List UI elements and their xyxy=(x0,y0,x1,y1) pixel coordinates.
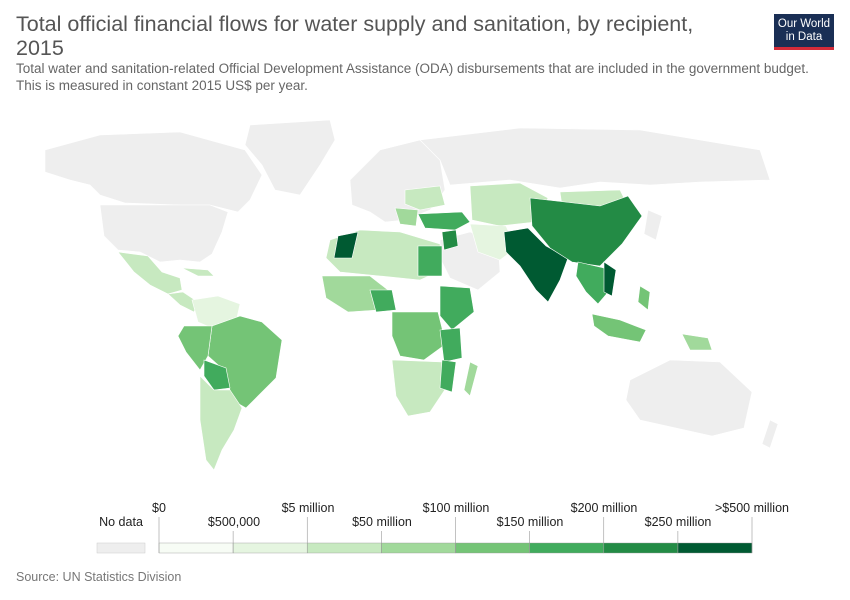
legend-bin[interactable] xyxy=(381,542,456,554)
legend-bin[interactable] xyxy=(232,542,308,554)
region-central-africa[interactable] xyxy=(391,311,447,361)
region-indonesia[interactable] xyxy=(591,313,647,343)
legend-bin[interactable] xyxy=(677,542,753,554)
owid-logo[interactable]: Our World in Data xyxy=(774,14,834,50)
legend-tick-label: $5 million xyxy=(282,501,335,515)
region-australia[interactable] xyxy=(625,359,753,437)
legend-tick-label: >$500 million xyxy=(715,501,789,515)
legend-tick-label: $100 million xyxy=(423,501,490,515)
legend-no-data-label: No data xyxy=(99,515,143,529)
legend-tick-label: $200 million xyxy=(571,501,638,515)
region-papua-new-guinea[interactable] xyxy=(681,333,713,351)
region-south-asia[interactable] xyxy=(503,227,569,303)
region-japan[interactable] xyxy=(643,209,663,241)
chart-title: Total official financial flows for water… xyxy=(16,12,694,60)
region-china[interactable] xyxy=(529,195,643,267)
region-caribbean[interactable] xyxy=(181,267,215,277)
region-mozambique[interactable] xyxy=(439,359,457,393)
logo-line-1: Our World xyxy=(777,18,831,30)
region-southern-africa[interactable] xyxy=(391,359,447,417)
region-greenland[interactable] xyxy=(244,119,336,196)
region-argentina-chile[interactable] xyxy=(199,375,243,471)
region-turkey[interactable] xyxy=(417,211,471,231)
legend-bottom-labels: $500,000 $50 million $150 million $250 m… xyxy=(208,515,711,529)
legend-tick-label: $0 xyxy=(152,501,166,515)
region-egypt[interactable] xyxy=(417,245,443,277)
region-north-america-north[interactable] xyxy=(44,131,263,213)
region-philippines[interactable] xyxy=(637,285,651,311)
legend-bin[interactable] xyxy=(307,542,382,554)
region-east-africa[interactable] xyxy=(439,285,475,331)
legend-bin[interactable] xyxy=(603,542,679,554)
legend-tick-label: $150 million xyxy=(497,515,564,529)
legend-tick-label: $500,000 xyxy=(208,515,260,529)
region-eastern-europe[interactable] xyxy=(404,185,446,211)
chart-subtitle: Total water and sanitation-related Offic… xyxy=(16,61,809,93)
source-note: Source: UN Statistics Division xyxy=(16,570,182,584)
region-mexico[interactable] xyxy=(117,251,183,295)
legend-top-labels: $0 $5 million $100 million $200 million … xyxy=(152,501,789,515)
region-russia[interactable] xyxy=(419,127,771,189)
region-bolivia[interactable] xyxy=(203,359,231,391)
legend-ticks xyxy=(158,517,753,553)
region-tanzania-kenya[interactable] xyxy=(439,327,463,363)
region-nigeria[interactable] xyxy=(369,289,397,313)
legend-bin[interactable] xyxy=(529,542,604,554)
region-morocco[interactable] xyxy=(333,231,359,259)
legend-bin[interactable] xyxy=(158,542,234,554)
region-united-states[interactable] xyxy=(99,204,229,263)
legend-tick-label: $250 million xyxy=(645,515,712,529)
region-balkans[interactable] xyxy=(394,207,419,227)
logo-line-2: in Data xyxy=(785,31,823,43)
region-levant[interactable] xyxy=(441,229,459,251)
region-madagascar[interactable] xyxy=(463,361,479,397)
map-legend: No data $0 $5 million $100 million $200 … xyxy=(96,501,789,554)
region-new-zealand[interactable] xyxy=(761,419,779,449)
legend-tick-label: $50 million xyxy=(352,515,412,529)
world-map xyxy=(44,119,779,471)
legend-bin[interactable] xyxy=(455,542,530,554)
legend-no-data-swatch xyxy=(96,542,146,554)
region-peru[interactable] xyxy=(177,325,213,371)
region-vietnam[interactable] xyxy=(603,261,617,297)
